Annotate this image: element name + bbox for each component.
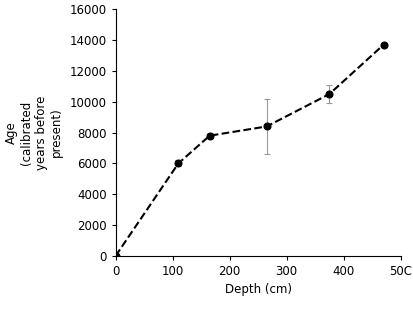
X-axis label: Depth (cm): Depth (cm): [225, 283, 292, 296]
Y-axis label: Age
(calibrated
years before
present): Age (calibrated years before present): [5, 95, 62, 170]
